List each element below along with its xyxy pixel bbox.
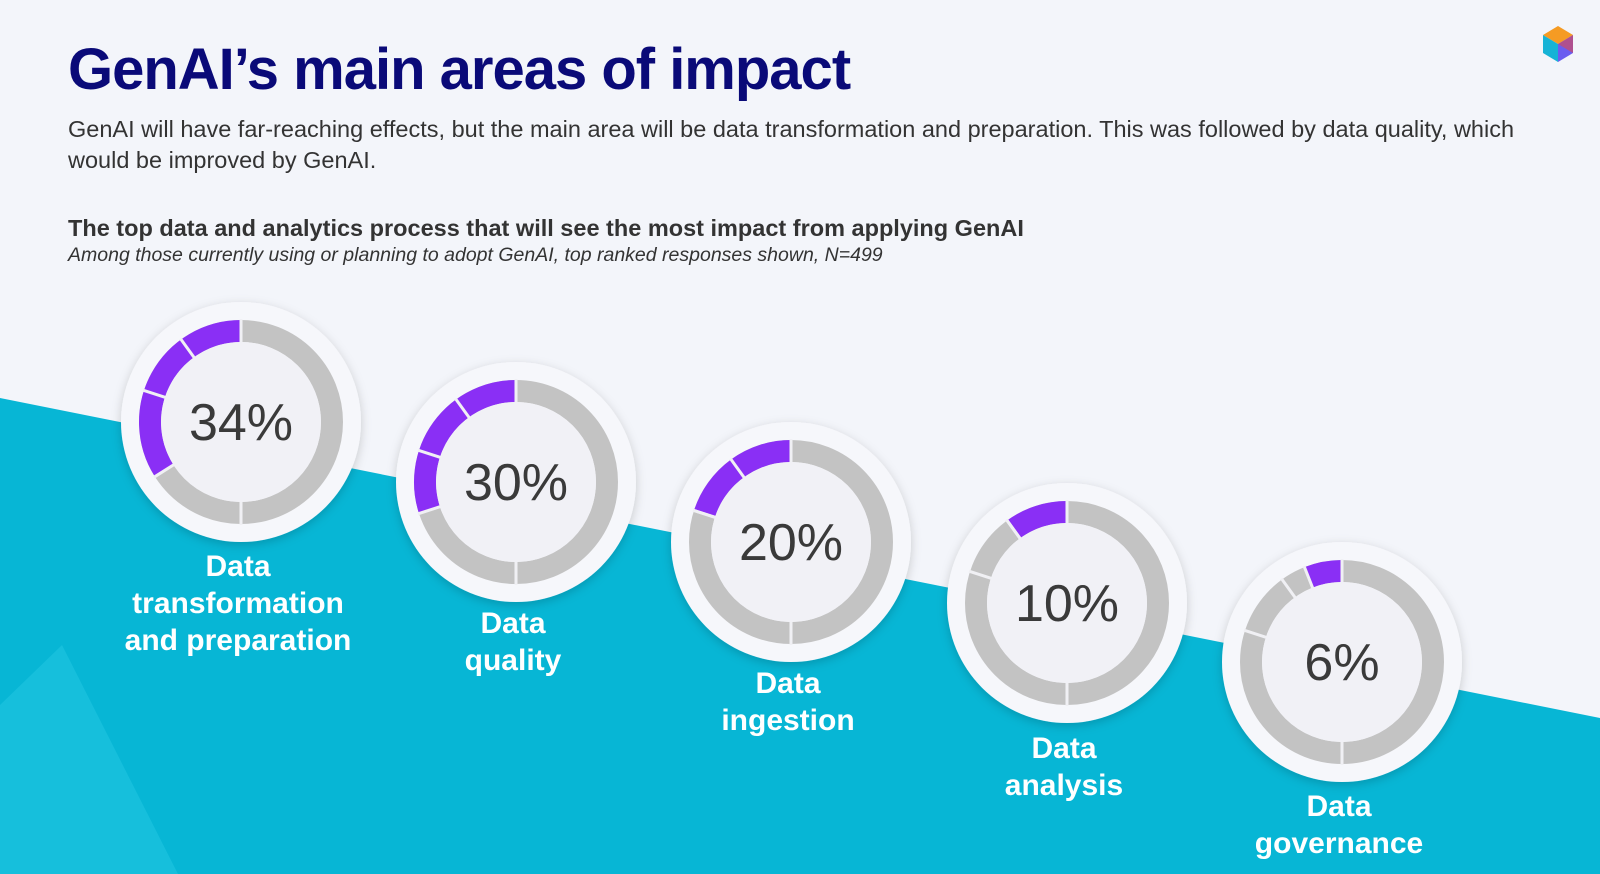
chart-subtitle: Among those currently using or planning … [68, 244, 883, 266]
donut-group: 10% Data analysis [947, 483, 1187, 802]
donut-value-arc [414, 380, 517, 514]
category-label-line: Data [205, 550, 270, 583]
donut-segment-divider [729, 457, 746, 479]
donut-center [711, 462, 871, 622]
donut-segment-divider [968, 569, 993, 581]
value-label: 20% [739, 514, 843, 572]
chart-title: The top data and analytics process that … [68, 215, 1024, 241]
donut-center [436, 402, 596, 562]
donut-segment-divider [1280, 577, 1297, 599]
donut-segment-divider [179, 337, 196, 359]
donut-segment-divider [417, 448, 442, 460]
hexagon-logo-icon [1543, 26, 1573, 62]
value-label: 30% [464, 454, 568, 512]
donut-group: 20% Data ingestion [671, 422, 911, 737]
teal-pyramid-decoration [0, 645, 178, 874]
donut-segment-divider [417, 504, 442, 516]
category-label-line: Data [755, 667, 820, 700]
donut-segment-divider [153, 463, 176, 479]
category-label-line: Data [1031, 732, 1096, 765]
donut-segment-divider [454, 397, 471, 419]
category-label-line: and preparation [125, 624, 352, 657]
donut-group: 34% Data transformation and preparation [121, 302, 361, 657]
donut-center [161, 342, 321, 502]
value-label: 34% [189, 394, 293, 452]
category-label-line: transformation [132, 587, 344, 620]
donut-segment-divider [692, 508, 717, 520]
donut-center [987, 523, 1147, 683]
category-label-line: ingestion [721, 704, 854, 737]
page-subtitle: GenAI will have far-reaching effects, bu… [68, 116, 1515, 173]
donut-segment-divider [1302, 565, 1315, 590]
category-label-line: Data [480, 607, 545, 640]
donut-group: 6% Data governance [1222, 542, 1462, 860]
donut-group: 30% Data quality [396, 362, 636, 677]
category-label-line: Data [1306, 790, 1371, 823]
category-label-line: quality [465, 644, 562, 677]
value-label: 10% [1015, 575, 1119, 633]
donut-center [1262, 582, 1422, 742]
donut-segment-divider [142, 388, 167, 400]
donut-segment-divider [1243, 628, 1268, 640]
donut-value-arc [1007, 501, 1068, 539]
page-title: GenAI’s main areas of impact [68, 37, 851, 102]
donut-value-arc [1304, 560, 1343, 588]
category-label-line: analysis [1005, 769, 1123, 802]
value-label: 6% [1304, 634, 1379, 692]
category-label-line: governance [1255, 827, 1423, 860]
donut-value-arc [139, 320, 242, 477]
donut-segment-divider [1005, 518, 1022, 540]
